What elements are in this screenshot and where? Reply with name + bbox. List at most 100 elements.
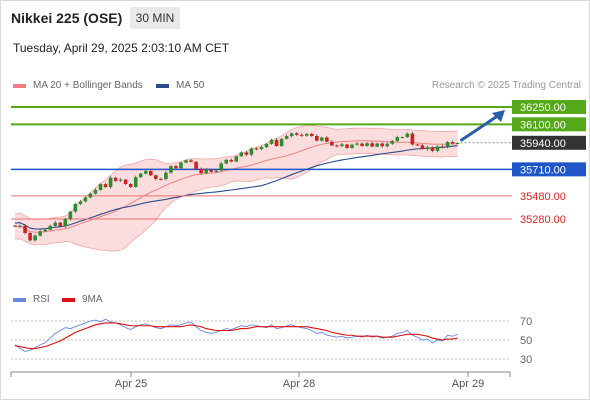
candle-body — [28, 232, 32, 241]
candle-body — [159, 178, 163, 180]
rsi-tick-label: 50 — [520, 335, 532, 347]
level-label-bg-current — [512, 135, 586, 150]
candle-body — [118, 179, 123, 181]
legend-rsi: RSI — [13, 294, 50, 305]
candle-body — [143, 170, 148, 174]
candles-layer — [13, 131, 460, 242]
candle-body — [219, 163, 224, 171]
candle-body — [455, 143, 460, 145]
candle-body — [43, 229, 47, 232]
forecast-arrow-head-icon — [492, 110, 505, 122]
moving-average-layer — [14, 140, 458, 233]
instrument-title: Nikkei 225 (OSE) — [11, 10, 123, 26]
candle-body — [234, 156, 239, 162]
candle-body — [400, 137, 405, 139]
candle-body — [274, 139, 279, 147]
candle-body — [133, 177, 138, 188]
candle-body — [299, 134, 304, 136]
candle-body — [395, 137, 400, 141]
candle-body — [63, 219, 68, 227]
candle-body — [425, 147, 430, 150]
candle-body — [249, 148, 254, 155]
bollinger-swatch-icon — [13, 83, 26, 88]
candle-body — [33, 235, 37, 241]
credit-text: Research © 2025 Trading Central — [431, 80, 581, 91]
candle-body — [239, 152, 244, 157]
candle-body — [320, 137, 324, 141]
level-label-bg-pivot — [512, 162, 586, 177]
candle-body — [103, 184, 108, 188]
candle-body — [335, 145, 339, 147]
candle-body — [309, 133, 314, 136]
candle-body — [375, 143, 379, 147]
level-label-current: 35940.00 — [520, 138, 566, 150]
candle-body — [214, 170, 218, 172]
forecast-arrow-layer — [460, 110, 505, 142]
candle-body — [48, 225, 53, 230]
candle-body — [410, 133, 415, 145]
level-label-support: 35280.00 — [520, 214, 566, 226]
candle-body — [229, 159, 234, 162]
x-tick-label: Apr 25 — [115, 378, 147, 390]
candle-body — [315, 135, 319, 141]
legend-ma50: MA 50 — [156, 80, 204, 91]
candle-body — [179, 162, 183, 169]
level-labels-layer: 36250.00 36100.00 35940.00 35710.00 35480.00… — [512, 100, 586, 226]
rsi-tick-label: 70 — [520, 316, 532, 328]
candle-body — [154, 175, 158, 179]
candle-body — [18, 225, 22, 227]
candle-body — [88, 193, 93, 198]
candle-body — [269, 139, 274, 144]
level-label-pivot: 35710.00 — [520, 164, 566, 176]
candle-body — [440, 146, 445, 148]
candle-body — [73, 203, 78, 212]
rsi-9ma-line — [14, 322, 458, 350]
candle-body — [355, 143, 359, 145]
candle-body — [450, 141, 455, 144]
candle-body — [289, 133, 294, 137]
candle-body — [405, 133, 410, 138]
legend-9ma-label: 9MA — [82, 294, 103, 305]
level-lines-layer — [11, 106, 512, 220]
candle-body — [254, 148, 259, 150]
candle-body — [184, 160, 188, 163]
candle-body — [113, 177, 118, 181]
candle-body — [345, 144, 349, 148]
level-label-support: 35480.00 — [520, 191, 566, 203]
candle-body — [38, 231, 42, 236]
candle-body — [385, 143, 390, 147]
level-label-resistance: 36250.00 — [520, 102, 566, 114]
datetime-label: Tuesday, April 29, 2025 2:03:10 AM CET — [13, 41, 230, 55]
candle-body — [209, 169, 213, 172]
candle-body — [128, 184, 133, 188]
legend-bollinger-label: MA 20 + Bollinger Bands — [33, 80, 143, 91]
candle-body — [23, 225, 27, 233]
candle-body — [199, 168, 203, 174]
candle-body — [420, 145, 425, 150]
candle-body — [390, 140, 395, 144]
level-label-bg-resistance — [512, 100, 586, 114]
bollinger-lower-line — [14, 153, 458, 252]
rsi-line — [14, 318, 458, 352]
candle-body — [138, 173, 143, 178]
candle-body — [325, 137, 329, 142]
candle-body — [53, 222, 58, 226]
candle-body — [360, 143, 364, 146]
candle-body — [264, 143, 269, 148]
level-label-bg-resistance — [512, 117, 586, 132]
candle-body — [123, 179, 128, 185]
candle-body — [304, 133, 309, 136]
rsi-panel: 70 50 30 — [11, 316, 532, 366]
x-axis: Apr 25 Apr 28 Apr 29 — [10, 371, 511, 390]
ma9-swatch-icon — [62, 297, 75, 302]
timeframe-button[interactable]: 30 MIN — [130, 7, 180, 29]
candle-body — [259, 147, 264, 150]
ma50-swatch-icon — [156, 83, 169, 88]
candle-body — [435, 146, 440, 151]
candle-body — [204, 169, 208, 174]
candle-body — [98, 184, 103, 191]
candle-body — [164, 172, 168, 180]
candle-body — [93, 190, 98, 194]
x-tick-label: Apr 29 — [452, 378, 484, 390]
